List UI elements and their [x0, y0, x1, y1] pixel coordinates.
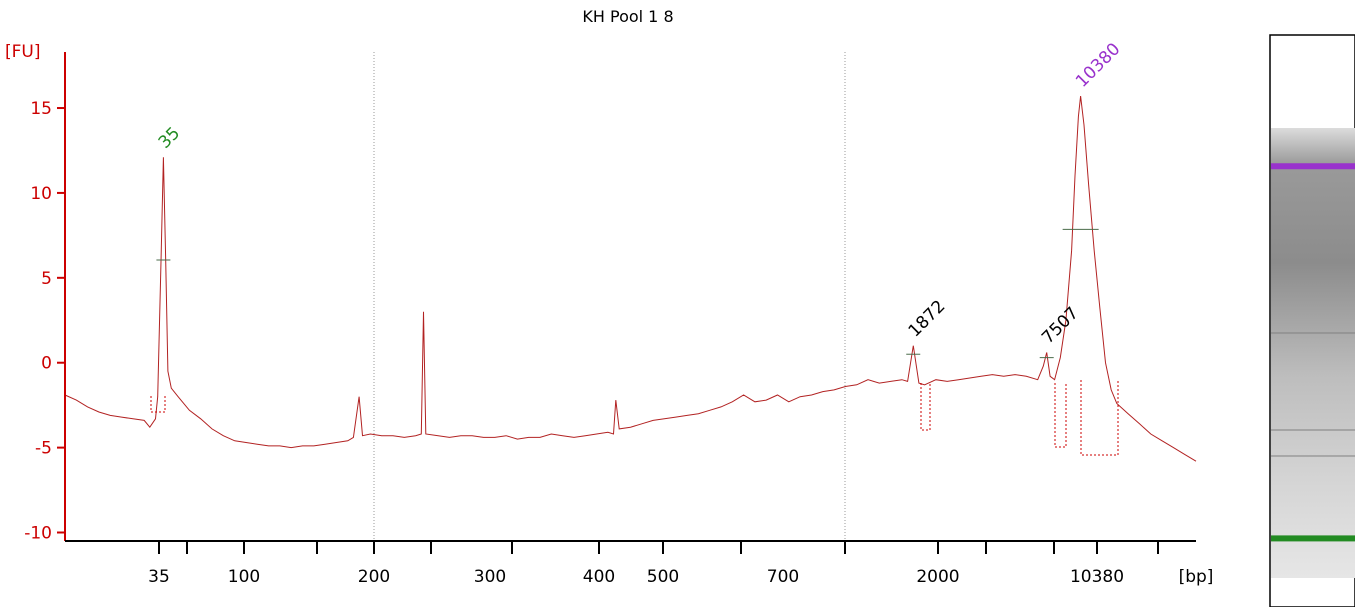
y-axis-unit: [FU] — [5, 42, 41, 62]
peak-label: 7507 — [1038, 303, 1083, 348]
x-tick-label: 35 — [148, 567, 170, 587]
y-tick-label: 15 — [30, 99, 52, 119]
y-tick-label: 10 — [30, 184, 52, 204]
x-tick-label: 500 — [647, 567, 679, 587]
gel-band — [1271, 535, 1355, 542]
integration-box — [1054, 383, 1067, 448]
x-tick-label: 700 — [767, 567, 799, 587]
peak-label: 1872 — [905, 297, 950, 342]
gel-band — [1271, 163, 1355, 170]
y-tick-label: 0 — [41, 354, 52, 374]
y-tick-label: 5 — [41, 269, 52, 289]
x-tick-label: 400 — [583, 567, 615, 587]
integration-box — [150, 396, 166, 413]
trace-line — [64, 96, 1197, 462]
x-tick-label: 100 — [228, 567, 260, 587]
x-tick-label: 300 — [474, 567, 506, 587]
chart-title: KH Pool 1 8 — [582, 7, 673, 26]
y-tick-label: -10 — [24, 524, 52, 544]
gel-lane-smear — [1271, 128, 1355, 578]
x-tick-label: 2000 — [916, 567, 959, 587]
peak-label: 10380 — [1072, 39, 1124, 91]
x-axis-unit: [bp] — [1179, 567, 1214, 587]
x-tick-label: 10380 — [1070, 567, 1124, 587]
peak-label: 35 — [155, 123, 184, 152]
y-tick-label: -5 — [35, 439, 52, 459]
integration-box — [920, 383, 931, 431]
integration-box — [1080, 380, 1119, 456]
x-tick-label: 200 — [358, 567, 390, 587]
